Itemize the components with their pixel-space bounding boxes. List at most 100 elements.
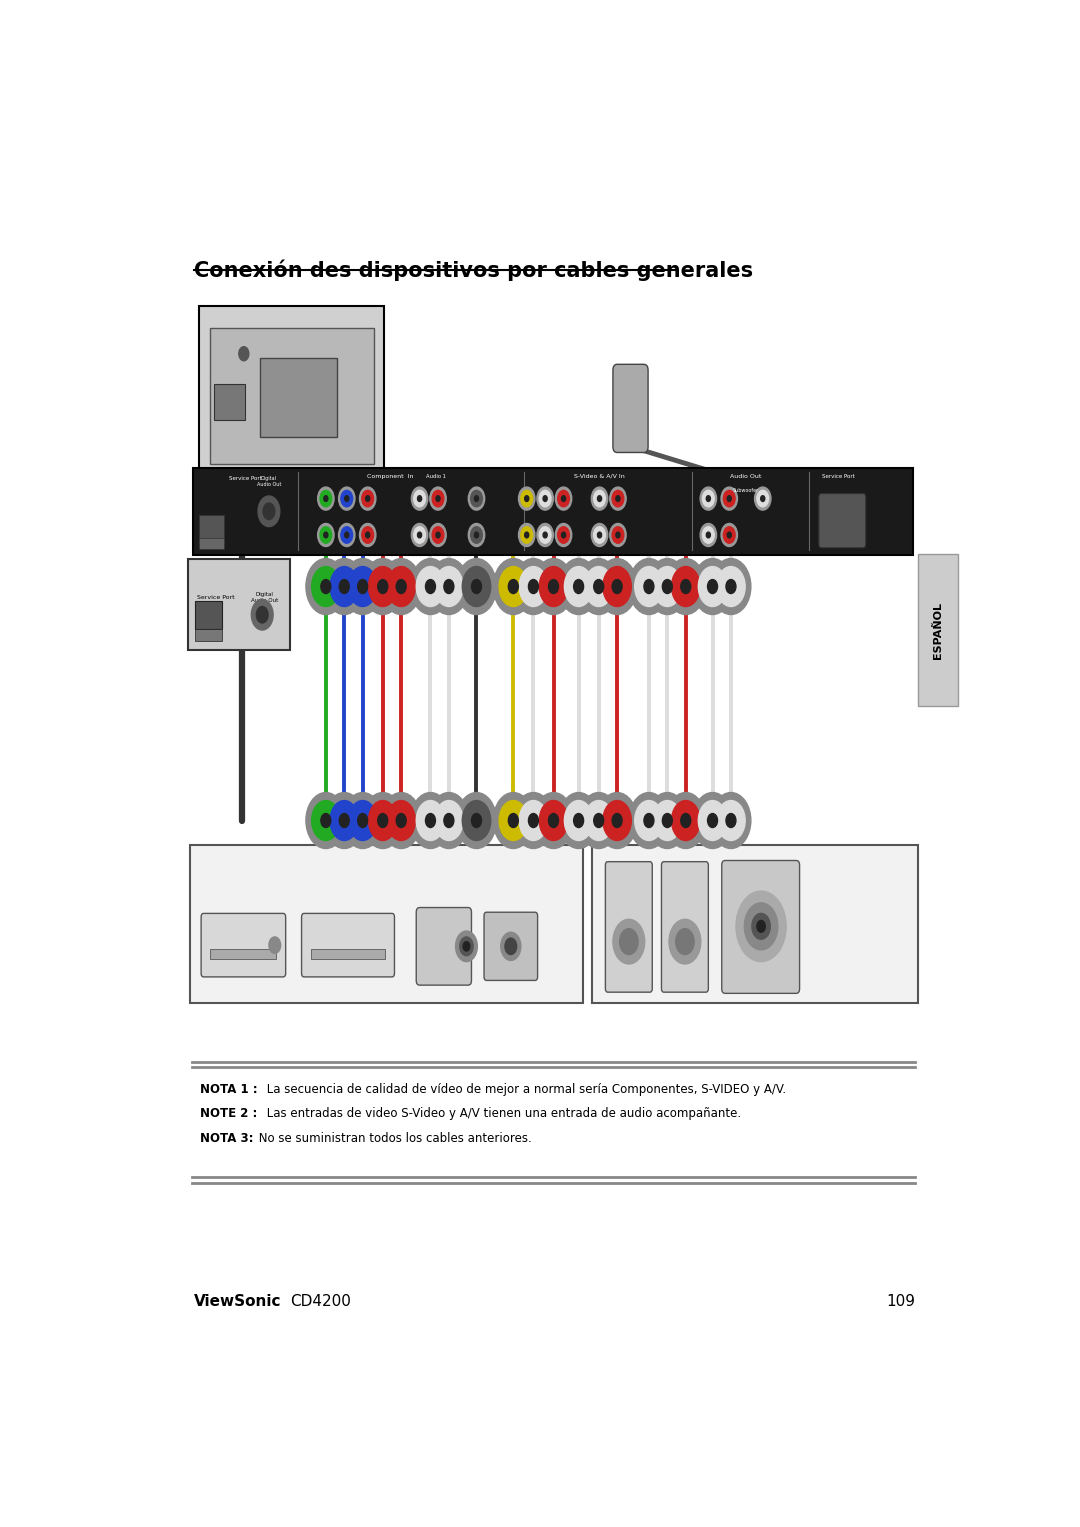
Circle shape	[432, 527, 444, 544]
Circle shape	[525, 496, 529, 501]
Circle shape	[362, 527, 374, 544]
Circle shape	[349, 567, 377, 606]
Circle shape	[330, 567, 359, 606]
Circle shape	[312, 567, 340, 606]
Circle shape	[539, 567, 568, 606]
Circle shape	[616, 496, 620, 501]
Circle shape	[509, 814, 518, 828]
Circle shape	[539, 490, 551, 507]
Circle shape	[666, 559, 705, 614]
Circle shape	[513, 559, 553, 614]
Circle shape	[757, 490, 769, 507]
Circle shape	[345, 531, 349, 538]
Circle shape	[330, 800, 359, 840]
FancyBboxPatch shape	[721, 861, 799, 994]
Circle shape	[414, 490, 426, 507]
Circle shape	[501, 931, 521, 960]
Text: La secuencia de calidad de vídeo de mejor a normal sería Componentes, S-VIDEO y : La secuencia de calidad de vídeo de mejo…	[264, 1083, 786, 1096]
Circle shape	[341, 490, 352, 507]
Circle shape	[597, 559, 637, 614]
Circle shape	[647, 559, 687, 614]
Circle shape	[562, 496, 566, 501]
Text: Service Port: Service Port	[822, 473, 854, 478]
Circle shape	[306, 793, 346, 849]
Circle shape	[324, 496, 328, 501]
Circle shape	[471, 527, 483, 544]
Circle shape	[573, 580, 583, 594]
FancyBboxPatch shape	[192, 467, 913, 554]
Circle shape	[612, 580, 622, 594]
Circle shape	[692, 559, 732, 614]
Circle shape	[584, 567, 613, 606]
Circle shape	[616, 531, 620, 538]
Circle shape	[324, 793, 364, 849]
Circle shape	[239, 347, 248, 360]
Circle shape	[324, 559, 364, 614]
Circle shape	[318, 487, 334, 510]
Circle shape	[436, 531, 440, 538]
FancyBboxPatch shape	[200, 515, 224, 544]
Circle shape	[509, 580, 518, 594]
Circle shape	[717, 567, 745, 606]
Circle shape	[537, 524, 553, 547]
Text: Digital
Audio Out: Digital Audio Out	[252, 592, 279, 603]
Circle shape	[635, 800, 663, 840]
Circle shape	[669, 919, 701, 964]
Circle shape	[381, 793, 421, 849]
Circle shape	[539, 800, 568, 840]
Circle shape	[711, 559, 751, 614]
FancyBboxPatch shape	[200, 539, 224, 548]
FancyBboxPatch shape	[311, 948, 386, 959]
Circle shape	[672, 800, 700, 840]
Circle shape	[456, 931, 477, 962]
Circle shape	[414, 527, 426, 544]
Circle shape	[525, 531, 529, 538]
Circle shape	[363, 793, 403, 849]
Circle shape	[594, 490, 606, 507]
Circle shape	[418, 531, 421, 538]
Circle shape	[426, 814, 435, 828]
Circle shape	[416, 800, 445, 840]
Circle shape	[318, 524, 334, 547]
Text: Subwoofer: Subwoofer	[733, 487, 759, 493]
Circle shape	[700, 487, 716, 510]
Circle shape	[565, 567, 593, 606]
Circle shape	[444, 580, 454, 594]
Circle shape	[324, 531, 328, 538]
Circle shape	[338, 487, 355, 510]
Circle shape	[584, 800, 613, 840]
Text: Las entradas de video S-Video y A/V tienen una entrada de audio acompañante.: Las entradas de video S-Video y A/V tien…	[264, 1107, 741, 1121]
FancyBboxPatch shape	[484, 912, 538, 980]
Circle shape	[603, 567, 632, 606]
Circle shape	[378, 580, 388, 594]
Circle shape	[396, 814, 406, 828]
Circle shape	[603, 800, 632, 840]
Circle shape	[321, 814, 330, 828]
Text: ESPAÑOL: ESPAÑOL	[933, 602, 943, 658]
Circle shape	[457, 793, 497, 849]
Circle shape	[597, 496, 602, 501]
Text: NOTE 2 :: NOTE 2 :	[200, 1107, 258, 1121]
Circle shape	[349, 800, 377, 840]
Circle shape	[411, 487, 428, 510]
Circle shape	[644, 814, 653, 828]
Circle shape	[306, 559, 346, 614]
FancyBboxPatch shape	[195, 629, 222, 641]
Circle shape	[418, 496, 421, 501]
FancyBboxPatch shape	[211, 328, 374, 464]
Circle shape	[711, 793, 751, 849]
Text: NOTA 1 :: NOTA 1 :	[200, 1083, 258, 1096]
Circle shape	[653, 567, 681, 606]
Circle shape	[707, 580, 717, 594]
Circle shape	[462, 800, 490, 840]
Circle shape	[594, 527, 606, 544]
Circle shape	[518, 487, 535, 510]
Circle shape	[368, 800, 397, 840]
FancyBboxPatch shape	[613, 365, 648, 452]
FancyBboxPatch shape	[661, 861, 708, 993]
Circle shape	[436, 496, 440, 501]
Circle shape	[579, 559, 619, 614]
Circle shape	[562, 531, 566, 538]
Text: CD4200: CD4200	[289, 1295, 351, 1309]
Text: Component  In: Component In	[367, 473, 414, 478]
